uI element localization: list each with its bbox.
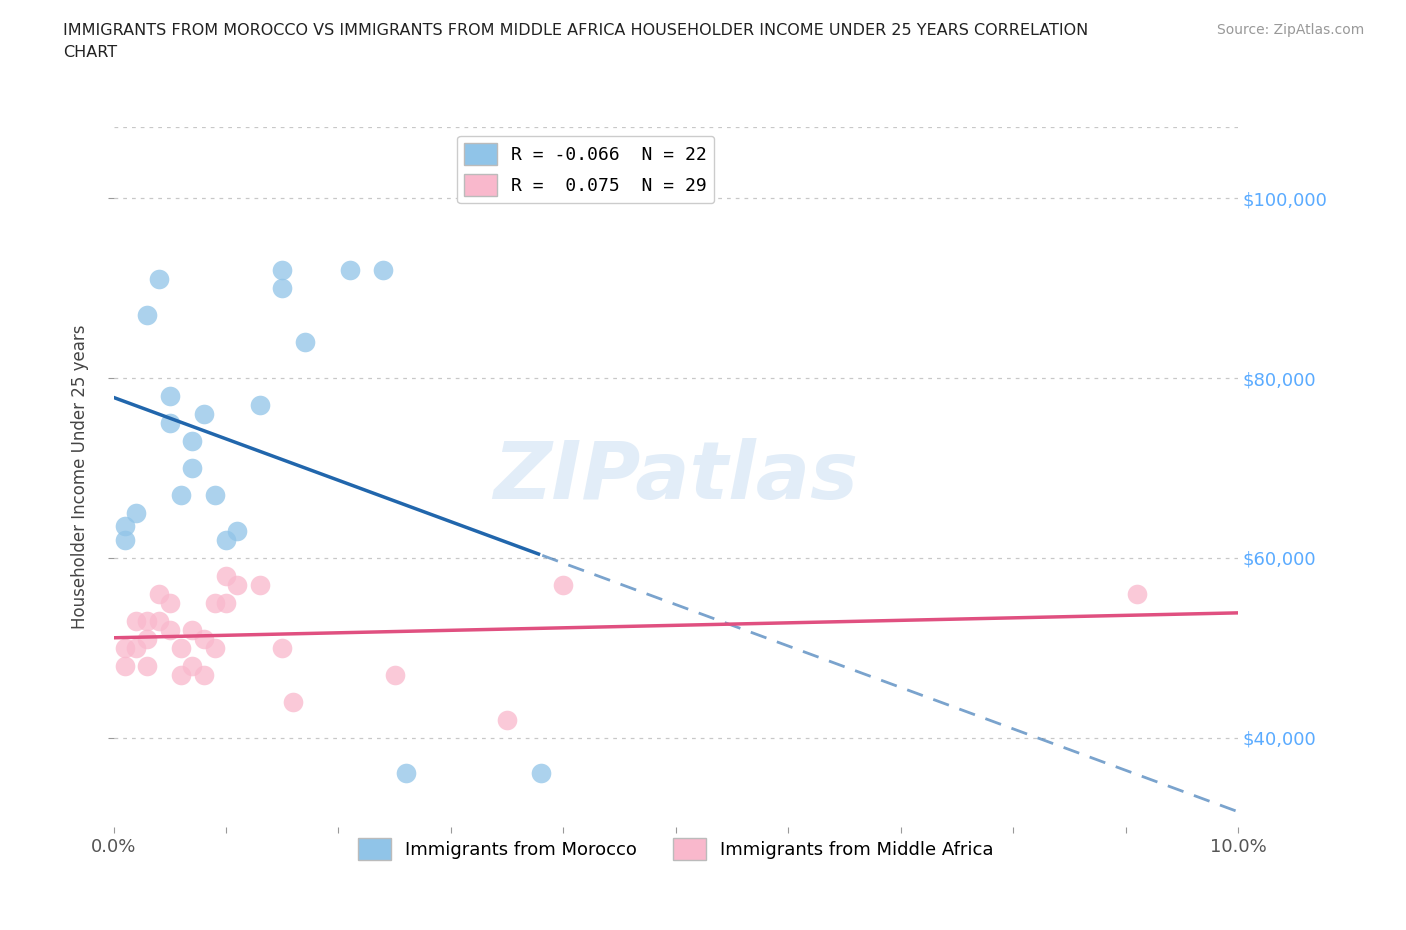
Point xyxy=(553,578,575,592)
Point xyxy=(114,519,136,534)
Point xyxy=(271,263,294,278)
Point xyxy=(271,281,294,296)
Point xyxy=(294,335,316,350)
Point xyxy=(148,272,170,286)
Point xyxy=(373,263,395,278)
Text: Source: ZipAtlas.com: Source: ZipAtlas.com xyxy=(1216,23,1364,37)
Point xyxy=(136,658,159,673)
Point xyxy=(159,595,181,610)
Point xyxy=(339,263,361,278)
Legend: Immigrants from Morocco, Immigrants from Middle Africa: Immigrants from Morocco, Immigrants from… xyxy=(352,831,1001,868)
Point xyxy=(204,640,226,655)
Point xyxy=(193,631,215,646)
Point xyxy=(114,640,136,655)
Point xyxy=(215,568,238,583)
Point xyxy=(215,533,238,548)
Point xyxy=(193,406,215,421)
Point xyxy=(114,658,136,673)
Point xyxy=(170,667,193,682)
Point xyxy=(215,595,238,610)
Point xyxy=(159,416,181,431)
Point xyxy=(148,586,170,601)
Point xyxy=(204,487,226,502)
Point xyxy=(181,622,204,637)
Point xyxy=(271,640,294,655)
Point xyxy=(136,631,159,646)
Point xyxy=(170,640,193,655)
Point xyxy=(125,506,148,521)
Point xyxy=(159,389,181,404)
Text: IMMIGRANTS FROM MOROCCO VS IMMIGRANTS FROM MIDDLE AFRICA HOUSEHOLDER INCOME UNDE: IMMIGRANTS FROM MOROCCO VS IMMIGRANTS FR… xyxy=(63,23,1088,60)
Point xyxy=(181,433,204,448)
Point xyxy=(170,487,193,502)
Point xyxy=(125,613,148,628)
Point xyxy=(530,766,553,781)
Text: ZIPatlas: ZIPatlas xyxy=(494,438,858,516)
Point xyxy=(136,613,159,628)
Point xyxy=(181,460,204,475)
Point xyxy=(283,694,305,709)
Point xyxy=(226,578,249,592)
Point xyxy=(125,640,148,655)
Point xyxy=(1126,586,1149,601)
Y-axis label: Householder Income Under 25 years: Householder Income Under 25 years xyxy=(72,325,89,630)
Point xyxy=(181,658,204,673)
Point xyxy=(384,667,406,682)
Point xyxy=(249,398,271,413)
Point xyxy=(193,667,215,682)
Point xyxy=(114,533,136,548)
Point xyxy=(496,712,519,727)
Point xyxy=(249,578,271,592)
Point xyxy=(136,308,159,323)
Point xyxy=(148,613,170,628)
Point xyxy=(395,766,418,781)
Point xyxy=(226,524,249,538)
Point xyxy=(159,622,181,637)
Point xyxy=(204,595,226,610)
